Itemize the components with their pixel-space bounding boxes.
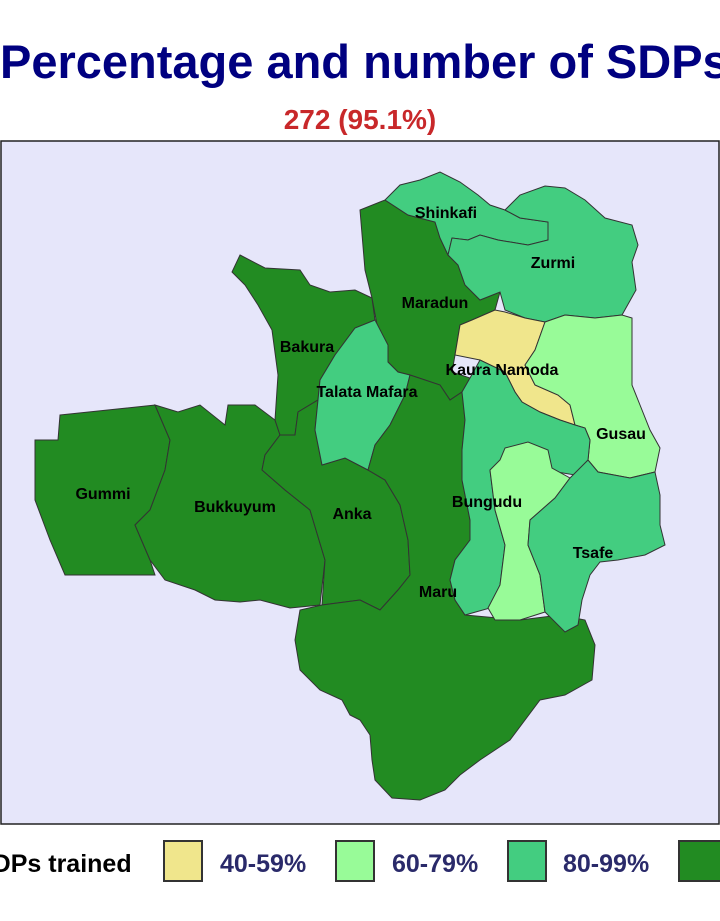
label-gusau: Gusau	[596, 426, 646, 443]
label-gummi: Gummi	[75, 486, 130, 503]
map-subtitle: 272 (95.1%)	[283, 104, 437, 135]
label-bungudu: Bungudu	[452, 494, 522, 511]
label-bukkuyum: Bukkuyum	[194, 499, 276, 516]
legend-title: SDPs trained	[0, 850, 132, 878]
label-talata-mafara: Talata Mafara	[316, 384, 417, 401]
legend-label-60-79: 60-79%	[392, 850, 479, 878]
region-zurmi[interactable]	[447, 185, 639, 323]
legend-label-80-99: 80-99%	[563, 850, 650, 878]
label-maru: Maru	[419, 584, 457, 601]
map-title: Percentage and number of SDPs trained	[0, 35, 720, 88]
label-kaura-namoda: Kaura Namoda	[446, 362, 559, 379]
label-anka: Anka	[332, 506, 371, 523]
choropleth-map: Shinkafi Zurmi Maradun Bakura Kaura Namo…	[0, 140, 720, 825]
label-zurmi: Zurmi	[531, 255, 575, 272]
legend: SDPs trained 40-59% 60-79% 80-99%	[0, 838, 720, 890]
label-tsafe: Tsafe	[573, 545, 614, 562]
region-bukkuyum[interactable]	[134, 404, 326, 609]
label-bakura: Bakura	[280, 339, 334, 356]
legend-swatch-100	[678, 840, 720, 882]
region-tsafe[interactable]	[527, 459, 666, 633]
legend-label-40-59: 40-59%	[220, 850, 307, 878]
label-maradun: Maradun	[402, 295, 469, 312]
label-shinkafi: Shinkafi	[415, 205, 477, 222]
legend-swatch-80-99	[507, 840, 547, 882]
legend-swatch-60-79	[335, 840, 375, 882]
legend-swatch-40-59	[163, 840, 203, 882]
